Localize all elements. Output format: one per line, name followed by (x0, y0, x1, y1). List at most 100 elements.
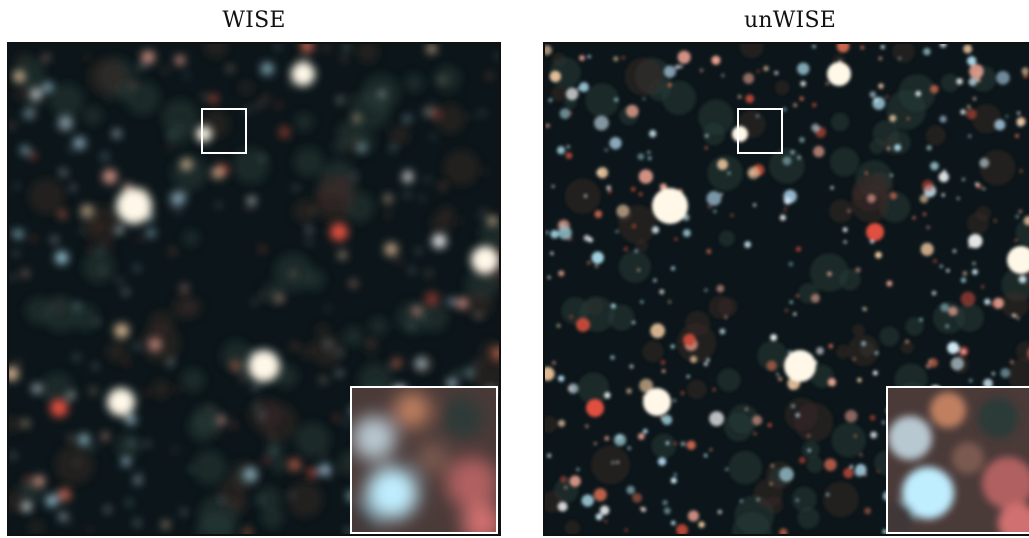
unwise-star (984, 298, 991, 305)
unwise-star (686, 375, 690, 379)
wise-star (230, 360, 241, 371)
wise-star (185, 73, 189, 78)
unwise-star (631, 223, 637, 229)
wise-star (240, 372, 244, 376)
wise-panel-title: WISE (222, 8, 286, 33)
unwise-star (739, 499, 743, 503)
unwise-star (766, 360, 777, 371)
wise-star (481, 111, 485, 115)
wise-star (85, 56, 89, 60)
wise-star (68, 148, 72, 152)
unwise-star (923, 212, 927, 216)
wise-star (447, 378, 457, 389)
unwise-star (962, 271, 968, 276)
unwise-star (679, 65, 683, 69)
wise-star (126, 500, 132, 506)
wise-star (74, 303, 80, 309)
unwise-star (932, 258, 938, 264)
wise-star (88, 528, 92, 532)
wise-star (424, 109, 430, 115)
wise-star (115, 226, 124, 234)
unwise-star (671, 266, 676, 271)
unwise-star (807, 448, 811, 452)
wise-star (77, 433, 91, 447)
wise-star (57, 488, 71, 502)
unwise-star (672, 398, 677, 403)
unwise-star (676, 524, 688, 534)
wise-star (440, 183, 446, 189)
unwise-star (756, 497, 760, 502)
unwise-star (968, 134, 972, 138)
wise-star (457, 219, 461, 223)
wise-star (340, 469, 344, 473)
wise-star (60, 169, 67, 176)
unwise-inset-blob (978, 398, 1018, 438)
unwise-star (811, 123, 820, 132)
unwise-star (719, 192, 723, 196)
unwise-star (870, 431, 878, 439)
wise-star (209, 94, 219, 104)
unwise-star (709, 411, 725, 427)
wise-star (325, 306, 330, 311)
unwise-inset-blob (982, 457, 1029, 509)
unwise-zoom-inset (886, 386, 1029, 534)
unwise-star (849, 465, 853, 469)
wise-star (358, 144, 366, 152)
unwise-star (709, 448, 713, 452)
unwise-star (632, 320, 636, 325)
unwise-star (889, 192, 897, 200)
unwise-star (576, 468, 580, 472)
unwise-inset-image (888, 388, 1029, 532)
unwise-star (606, 185, 612, 191)
wise-star (338, 351, 343, 355)
wise-bright-star (291, 62, 315, 86)
unwise-star (863, 307, 867, 311)
unwise-panel-title: unWISE (744, 8, 836, 33)
wise-star (101, 433, 109, 440)
wise-star (487, 73, 493, 79)
wise-star (231, 422, 236, 428)
wise-star (323, 453, 327, 457)
unwise-star (968, 244, 972, 248)
unwise-star (800, 80, 807, 87)
wise-star (173, 448, 177, 452)
unwise-star (795, 413, 800, 418)
unwise-star (952, 249, 957, 253)
unwise-star (923, 47, 931, 56)
unwise-star (1023, 215, 1029, 226)
wise-star (146, 229, 155, 238)
wise-star (439, 77, 445, 83)
wise-star (32, 383, 43, 394)
wise-star (14, 229, 23, 239)
unwise-star (545, 230, 549, 235)
wise-star (121, 457, 131, 466)
unwise-star (876, 469, 880, 473)
unwise-star (869, 414, 876, 421)
wise-star (9, 366, 19, 381)
unwise-star (983, 378, 993, 389)
wise-star (476, 313, 480, 317)
wise-star (427, 44, 437, 54)
unwise-star (855, 267, 861, 273)
wise-star (263, 456, 270, 464)
unwise-star (1017, 111, 1021, 115)
wise-star (141, 50, 155, 64)
wise-star (483, 169, 487, 173)
unwise-star (939, 115, 947, 123)
unwise-star (642, 97, 646, 101)
unwise-star (972, 262, 976, 266)
unwise-star (825, 82, 829, 86)
unwise-star (653, 278, 657, 283)
unwise-bright-star (784, 350, 816, 382)
wise-inset-blob (366, 467, 418, 519)
wise-star (260, 294, 264, 298)
wise-star (9, 230, 13, 235)
unwise-star (928, 359, 932, 363)
unwise-star (843, 240, 847, 244)
unwise-star (559, 475, 568, 483)
unwise-star (706, 249, 712, 254)
wise-star (430, 108, 441, 120)
unwise-star (607, 189, 612, 194)
unwise-inset-blob (930, 392, 966, 428)
unwise-star (629, 364, 634, 369)
